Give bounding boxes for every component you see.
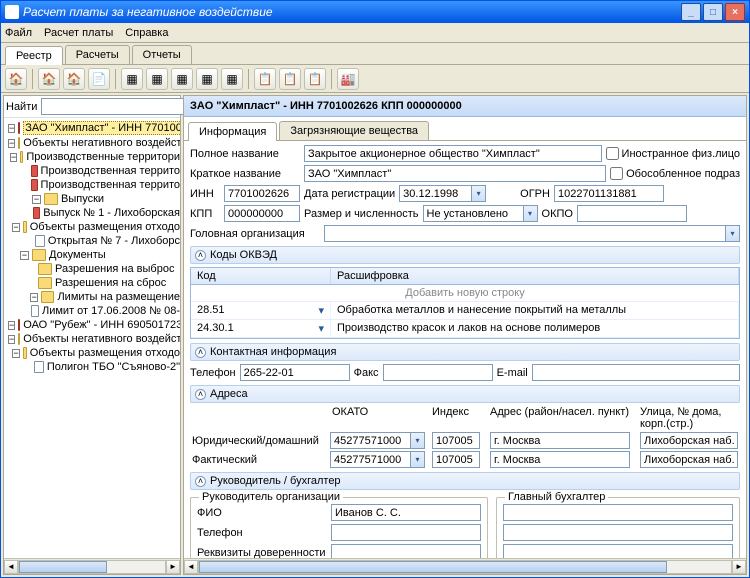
- legal-okato-input[interactable]: [330, 432, 410, 449]
- head-fio-input[interactable]: [331, 504, 481, 521]
- tb-home-icon[interactable]: 🏠: [5, 68, 27, 90]
- tree-leaf[interactable]: Разрешения на сброс: [55, 277, 166, 289]
- head-proxy-input[interactable]: [331, 544, 481, 558]
- tree-leaf[interactable]: Лимит от 17.06.2008 № 08-: [42, 305, 180, 317]
- actual-city-input[interactable]: [490, 451, 630, 468]
- menu-file[interactable]: Файл: [5, 27, 32, 39]
- contact-collapse-icon[interactable]: ˄: [195, 347, 206, 358]
- app-window: Расчет платы за негативное воздействие _…: [0, 0, 750, 578]
- tree-node[interactable]: Документы: [49, 249, 106, 261]
- table-row[interactable]: 28.51 ▾ Обработка металлов и нанесение п…: [191, 302, 739, 320]
- tb-factory-icon[interactable]: 🏭: [337, 68, 359, 90]
- shortname-label: Краткое название: [190, 168, 300, 180]
- phone-input[interactable]: [240, 364, 350, 381]
- toolbar: 🏠 🏠 🏠 📄 ▦ ▦ ▦ ▦ ▦ 📋 📋 📋 🏭: [1, 65, 749, 93]
- detail-hscroll[interactable]: ◄ ►: [184, 558, 746, 574]
- acc-fio-input[interactable]: [503, 504, 733, 521]
- tree-node[interactable]: Объекты размещения отходо: [30, 347, 180, 359]
- separate-checkbox[interactable]: [610, 167, 623, 180]
- menubar: Файл Расчет платы Справка: [1, 23, 749, 43]
- fax-input[interactable]: [383, 364, 493, 381]
- tree-node[interactable]: Лимиты на размещение: [57, 291, 180, 303]
- size-input[interactable]: [423, 205, 523, 222]
- foreign-checkbox[interactable]: [606, 147, 619, 160]
- tb-grid5-icon[interactable]: ▦: [221, 68, 243, 90]
- mgmt-collapse-icon[interactable]: ˄: [195, 476, 206, 487]
- size-dd-icon[interactable]: ▾: [523, 205, 538, 222]
- tree-node[interactable]: Объекты размещения отходо: [30, 221, 180, 233]
- tree-leaf[interactable]: Полигон ТБО "Съяново-2": [47, 361, 180, 373]
- search-label: Найти: [6, 101, 37, 113]
- detail-panel: ЗАО "Химпласт" - ИНН 7701002626 КПП 0000…: [183, 95, 747, 575]
- regdate-input[interactable]: [399, 185, 471, 202]
- tree-node[interactable]: Объекты негативного воздейств: [23, 137, 180, 149]
- main-tabs: Реестр Расчеты Отчеты: [1, 43, 749, 65]
- tree-org-1[interactable]: ЗАО "Химпласт" - ИНН 77010026: [23, 121, 180, 135]
- maximize-button[interactable]: □: [703, 3, 723, 21]
- parentorg-input[interactable]: [324, 225, 725, 242]
- minimize-button[interactable]: _: [681, 3, 701, 21]
- tree-leaf[interactable]: Производственная террито: [41, 179, 180, 191]
- acc-proxy-input[interactable]: [503, 544, 733, 558]
- tab-registry[interactable]: Реестр: [5, 46, 63, 65]
- shortname-input[interactable]: [304, 165, 606, 182]
- okved-add-row[interactable]: Добавить новую строку: [191, 285, 739, 302]
- legal-street-input[interactable]: [640, 432, 738, 449]
- titlebar: Расчет платы за негативное воздействие _…: [1, 1, 749, 23]
- table-row[interactable]: 24.30.1 ▾ Производство красок и лаков на…: [191, 320, 739, 338]
- tree-org-2[interactable]: ОАО "Рубеж" - ИНН 690501723526: [23, 319, 180, 331]
- email-input[interactable]: [532, 364, 740, 381]
- tab-pollutants[interactable]: Загрязняющие вещества: [279, 121, 429, 140]
- search-input[interactable]: [41, 98, 191, 115]
- tb-grid4-icon[interactable]: ▦: [196, 68, 218, 90]
- actual-index-input[interactable]: [432, 451, 480, 468]
- tree-node[interactable]: Производственные территори: [26, 151, 180, 163]
- inn-input[interactable]: [224, 185, 300, 202]
- tree-leaf[interactable]: Выпуск № 1 - Лихоборская: [43, 207, 180, 219]
- tb-doc2-icon[interactable]: 📋: [279, 68, 301, 90]
- tree-leaf[interactable]: Производственная террито: [41, 165, 180, 177]
- legal-index-input[interactable]: [432, 432, 480, 449]
- tb-grid3-icon[interactable]: ▦: [171, 68, 193, 90]
- org-tree[interactable]: −ЗАО "Химпласт" - ИНН 77010026 −Объекты …: [4, 118, 180, 558]
- tab-reports[interactable]: Отчеты: [132, 45, 192, 64]
- tb-doc3-icon[interactable]: 📋: [304, 68, 326, 90]
- okved-grid: Код Расшифровка Добавить новую строку 28…: [190, 267, 740, 339]
- okved-collapse-icon[interactable]: ˄: [195, 250, 206, 261]
- left-panel: Найти −ЗАО "Химпласт" - ИНН 77010026 −Об…: [3, 95, 181, 575]
- window-title: Расчет платы за негативное воздействие: [23, 5, 679, 19]
- actual-street-input[interactable]: [640, 451, 738, 468]
- legal-city-input[interactable]: [490, 432, 630, 449]
- tb-grid1-icon[interactable]: ▦: [121, 68, 143, 90]
- tab-calcs[interactable]: Расчеты: [65, 45, 130, 64]
- tree-node[interactable]: Выпуски: [61, 193, 104, 205]
- tb-add-icon[interactable]: 🏠: [38, 68, 60, 90]
- fullname-label: Полное название: [190, 148, 300, 160]
- app-icon: [5, 5, 19, 19]
- kpp-input[interactable]: [224, 205, 300, 222]
- menu-calc[interactable]: Расчет платы: [44, 27, 113, 39]
- tab-info[interactable]: Информация: [188, 122, 277, 141]
- tb-copy-icon[interactable]: 📄: [88, 68, 110, 90]
- tb-del-icon[interactable]: 🏠: [63, 68, 85, 90]
- head-phone-input[interactable]: [331, 524, 481, 541]
- detail-header: ЗАО "Химпласт" - ИНН 7701002626 КПП 0000…: [184, 96, 746, 117]
- tree-leaf[interactable]: Разрешения на выброс: [55, 263, 174, 275]
- regdate-dd-icon[interactable]: ▾: [471, 185, 486, 202]
- tb-doc1-icon[interactable]: 📋: [254, 68, 276, 90]
- addr-collapse-icon[interactable]: ˄: [195, 389, 206, 400]
- close-button[interactable]: ×: [725, 3, 745, 21]
- parentorg-dd-icon[interactable]: ▾: [725, 225, 740, 242]
- fullname-input[interactable]: [304, 145, 602, 162]
- tree-leaf[interactable]: Открытая № 7 - Лихоборс: [48, 235, 180, 247]
- menu-help[interactable]: Справка: [125, 27, 168, 39]
- tree-hscroll[interactable]: ◄ ►: [4, 558, 180, 574]
- acc-phone-input[interactable]: [503, 524, 733, 541]
- ogrn-input[interactable]: [554, 185, 664, 202]
- tb-grid2-icon[interactable]: ▦: [146, 68, 168, 90]
- okpo-input[interactable]: [577, 205, 687, 222]
- tree-node[interactable]: Объекты негативного воздейств: [23, 333, 180, 345]
- actual-okato-input[interactable]: [330, 451, 410, 468]
